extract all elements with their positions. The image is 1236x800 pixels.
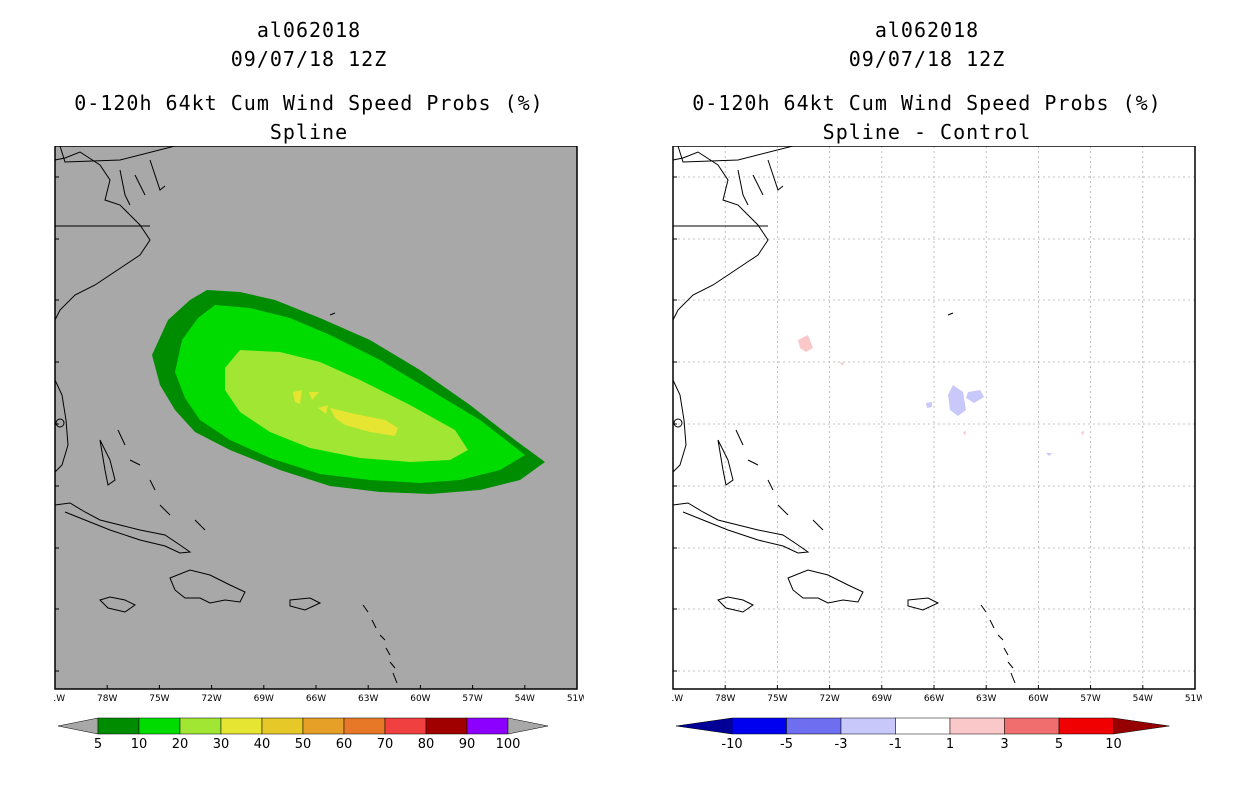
colorbar-label: 70: [377, 737, 394, 752]
colorbar-label: 10: [1105, 737, 1122, 752]
method-title: Spline - Control: [822, 120, 1032, 144]
lon-label: 66W: [924, 694, 944, 704]
colorbar-box: [220, 717, 263, 735]
colorbar-label: 90: [459, 737, 476, 752]
colorbar-arrow-high: [507, 717, 549, 735]
datetime-title: 09/07/18 12Z: [230, 47, 388, 71]
colorbar-box: [425, 717, 468, 735]
method-title: Spline: [269, 120, 349, 144]
datetime-title: 09/07/18 12Z: [848, 47, 1006, 71]
lon-label: 72W: [819, 694, 839, 704]
lon-label: 72W: [201, 694, 221, 704]
lon-label: 75W: [767, 694, 787, 704]
product-title: 0-120h 64kt Cum Wind Speed Probs (%): [74, 91, 544, 115]
difference-colorbar: -10 -5 -3 -1 1 3 5 10: [675, 717, 1170, 752]
colorbar-box: [731, 717, 787, 735]
lon-label: 78W: [97, 694, 117, 704]
colorbar-arrow-low: [57, 717, 99, 735]
colorbar-box: [179, 717, 222, 735]
colorbar-label: -5: [780, 737, 793, 752]
colorbar-label: 20: [172, 737, 189, 752]
lat-tick-labels: 39N36N33N30N27N24N21N18N15N: [55, 176, 59, 672]
diff-negative-1: [948, 385, 966, 416]
prob-contour-20: [225, 350, 468, 462]
colorbar-label: 5: [1055, 737, 1063, 752]
colorbar-label: 5: [94, 737, 102, 752]
lon-label: 54W: [1133, 694, 1153, 704]
colorbar-box: [895, 717, 951, 735]
colorbar-label: 1: [946, 737, 954, 752]
lon-tick-labels: 81W 78W 75W 72W 69W 66W 63W 60W 57W 54W 51W: [54, 685, 584, 704]
lon-label: 69W: [254, 694, 274, 704]
lon-tick-labels: 81W 78W 75W 72W 69W 66W 63W 60W 57W 54W 51W: [672, 685, 1202, 704]
colorbar-label: -1: [889, 737, 902, 752]
coastlines: [54, 146, 398, 684]
probability-map: 39N36N33N30N27N24N21N18N15N 81W 78W 75W 72W…: [54, 146, 584, 704]
prob-contour-30b: [293, 390, 302, 404]
lon-label: 69W: [872, 694, 892, 704]
colorbar-label: 30: [213, 737, 230, 752]
prob-contour-30: [330, 408, 398, 436]
lon-label: 60W: [410, 694, 430, 704]
storm-id-title: al062018: [874, 18, 980, 42]
lon-label: 54W: [515, 694, 535, 704]
colorbar-box: [138, 717, 181, 735]
product-title: 0-120h 64kt Cum Wind Speed Probs (%): [692, 91, 1162, 115]
colorbar-arrow-high: [1113, 717, 1170, 735]
colorbar-box: [343, 717, 386, 735]
lon-label: 66W: [306, 694, 326, 704]
lat-tick-labels: 39N36N33N30N27N24N21N18N15N: [673, 176, 677, 672]
lon-label: 63W: [358, 694, 378, 704]
lon-label: 81W: [672, 694, 683, 704]
colorbar-box: [97, 717, 140, 735]
colorbar-box: [840, 717, 896, 735]
lon-label: 51W: [567, 694, 584, 704]
colorbar-label: 3: [1000, 737, 1008, 752]
diff-negative-2: [966, 390, 984, 403]
lon-label: 57W: [1080, 694, 1100, 704]
diff-positive-4: [1081, 431, 1084, 436]
colorbar-label: -3: [835, 737, 848, 752]
colorbar-label: 60: [336, 737, 353, 752]
colorbar-label: -10: [721, 737, 742, 752]
diff-positive-1: [798, 335, 813, 352]
left-panel: al062018 09/07/18 12Z 0-120h 64kt Cum Wi…: [54, 18, 584, 752]
right-panel: al062018 09/07/18 12Z 0-120h 64kt Cum Wi…: [618, 0, 1236, 800]
colorbar-box: [1058, 717, 1114, 735]
coastlines: [672, 146, 1016, 684]
colorbar-box: [384, 717, 427, 735]
lon-label: 63W: [976, 694, 996, 704]
colorbar-box: [1004, 717, 1060, 735]
colorbar-box: [466, 717, 509, 735]
diff-negative-3: [926, 402, 932, 408]
lon-label: 78W: [715, 694, 735, 704]
diff-negative-4: [1046, 453, 1052, 456]
diff-positive-2: [840, 362, 844, 366]
colorbar-label: 50: [295, 737, 312, 752]
diff-positive-3: [963, 431, 966, 436]
colorbar-label: 100: [496, 737, 521, 752]
colorbar-label: 40: [254, 737, 271, 752]
colorbar-label: 80: [418, 737, 435, 752]
colorbar-label: 10: [131, 737, 148, 752]
colorbar-box: [261, 717, 304, 735]
prob-contour-30c: [309, 392, 319, 400]
colorbar-arrow-low: [675, 717, 733, 735]
colorbar-box: [302, 717, 345, 735]
prob-contour-30d: [318, 405, 328, 414]
colorbar-box: [949, 717, 1005, 735]
lon-label: 51W: [1185, 694, 1202, 704]
lon-label: 57W: [462, 694, 482, 704]
lon-label: 60W: [1028, 694, 1048, 704]
lon-label: 75W: [149, 694, 169, 704]
colorbar-box: [786, 717, 842, 735]
storm-id-title: al062018: [256, 18, 362, 42]
probability-colorbar: 5 10 20 30 40 50 60 70 80 90 100: [57, 717, 549, 752]
difference-map: 39N36N33N30N27N24N21N18N15N 81W 78W 75W 72W…: [672, 146, 1202, 704]
lon-label: 81W: [54, 694, 65, 704]
gridlines: [673, 146, 1195, 689]
